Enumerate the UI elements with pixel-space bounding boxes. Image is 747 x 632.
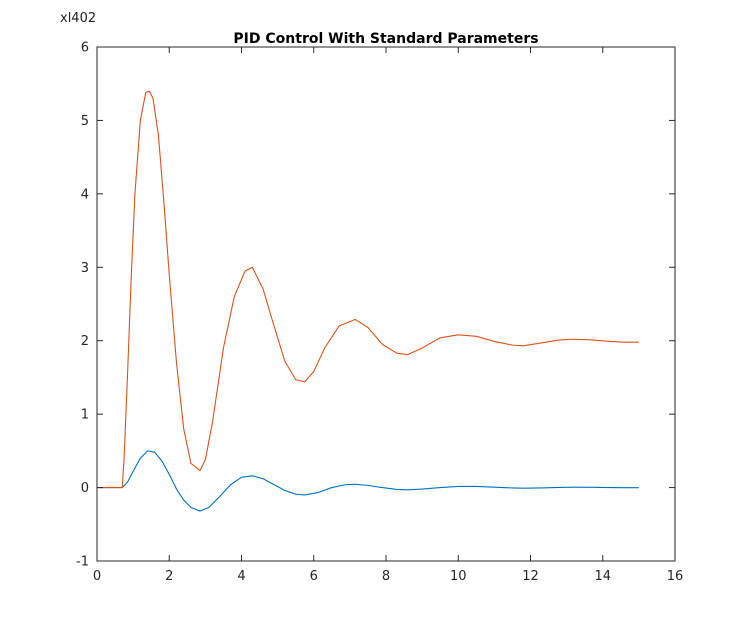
x-tick-label: 2 [165,569,173,584]
y-tick-label: 1 [81,408,89,423]
x-tick-label: 14 [594,569,611,584]
exponent-label: xl402 [60,11,97,26]
x-tick-label: 4 [237,569,245,584]
x-tick-label: 10 [450,569,467,584]
y-tick-label: 2 [81,334,89,349]
x-tick-label: 6 [310,569,318,584]
x-ticks: 0 2 4 6 8 10 12 14 16 [93,47,683,584]
y-tick-label: 6 [81,41,89,56]
y-tick-label: 4 [81,187,89,202]
y-tick-label: 3 [81,261,89,276]
y-tick-label: -1 [76,555,89,570]
series-line-2 [97,90,639,489]
y-tick-label: 5 [81,114,89,129]
x-tick-label: 0 [93,569,101,584]
series-layer [97,90,639,512]
y-ticks: -1 0 1 2 3 4 5 6 [76,41,675,570]
axes-box [96,46,676,562]
chart-title: PID Control With Standard Parameters [233,31,538,47]
x-tick-label: 12 [522,569,539,584]
x-tick-label: 8 [382,569,390,584]
series-line-1 [97,450,639,512]
y-tick-label: 0 [81,481,89,496]
x-tick-label: 16 [667,569,684,584]
